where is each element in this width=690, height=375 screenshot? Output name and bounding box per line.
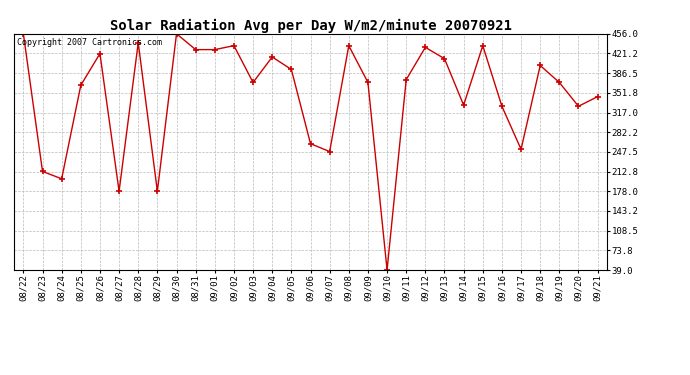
Title: Solar Radiation Avg per Day W/m2/minute 20070921: Solar Radiation Avg per Day W/m2/minute … [110, 18, 511, 33]
Text: Copyright 2007 Cartronics.com: Copyright 2007 Cartronics.com [17, 39, 161, 48]
